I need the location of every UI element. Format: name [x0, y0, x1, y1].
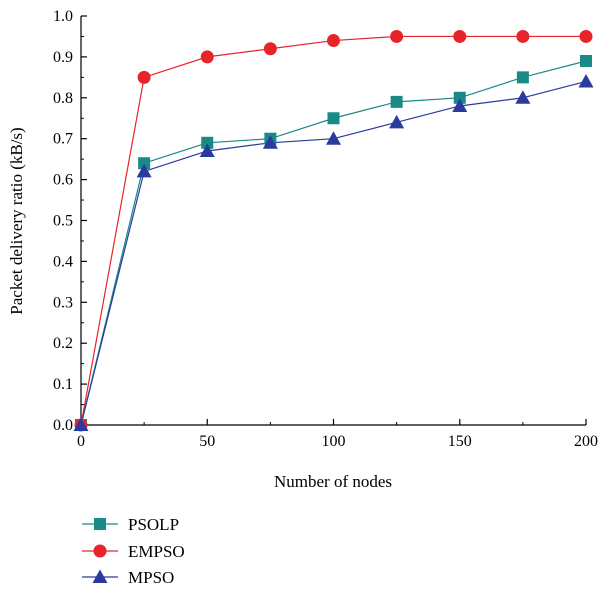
x-tick-label: 100 [322, 433, 346, 450]
data-point-psolp [390, 95, 403, 108]
y-tick-label: 0.7 [53, 131, 73, 148]
data-point-psolp [138, 157, 151, 170]
data-point-mpso [73, 417, 89, 431]
data-point-empso [453, 29, 467, 43]
data-point-psolp [580, 54, 592, 67]
data-point-mpso [389, 114, 405, 129]
data-point-mpso [515, 90, 531, 104]
y-tick-label: 0.8 [53, 90, 73, 107]
data-point-mpso [136, 163, 152, 178]
data-point-psolp [516, 71, 529, 84]
y-tick-label: 1.0 [53, 8, 73, 25]
x-tick-label: 50 [199, 433, 215, 450]
data-point-psolp [201, 136, 214, 149]
data-point-empso [200, 50, 214, 64]
y-tick-label: 0.0 [53, 417, 73, 434]
axes: 0.0 0.1 0.2 0.3 0.4 0.5 0.6 0.7 0.8 0.9 1.0 0 50 100 1… [53, 8, 598, 450]
x-tick-label: 200 [574, 433, 598, 450]
data-point-empso [390, 29, 404, 43]
x-tick-label: 150 [448, 433, 472, 450]
series-line-empso [80, 35, 586, 426]
legend: PSOLP EMPSO MPSO [82, 515, 185, 587]
data-point-psolp [453, 91, 466, 104]
data-point-mpso [452, 98, 468, 112]
legend-marker-mpso [92, 569, 108, 583]
y-tick-label: 0.9 [53, 49, 73, 66]
data-point-mpso [326, 131, 341, 145]
legend-label-psolp: PSOLP [128, 515, 179, 534]
data-point-mpso [199, 143, 215, 157]
x-tick-label: 0 [77, 433, 85, 450]
legend-marker-psolp [94, 518, 106, 530]
legend-label-empso: EMPSO [128, 542, 185, 561]
data-point-empso [516, 29, 530, 43]
legend-label-mpso: MPSO [128, 568, 174, 587]
data-point-psolp [327, 112, 340, 125]
data-point-mpso [262, 135, 278, 149]
y-tick-label: 0.4 [53, 253, 73, 270]
y-tick-label: 0.5 [53, 213, 73, 230]
series-lines [80, 35, 587, 426]
y-tick-label: 0.3 [53, 294, 73, 311]
y-tick-label: 0.1 [53, 376, 73, 393]
data-point-empso [137, 70, 151, 84]
series-markers [73, 29, 594, 432]
y-axis-title: Packet delivery ratio (kB/s) [7, 127, 26, 314]
y-tick-label: 0.6 [53, 172, 73, 189]
data-point-empso [263, 42, 277, 56]
data-point-mpso [578, 73, 594, 88]
legend-marker-empso [93, 544, 107, 558]
x-axis-title: Number of nodes [274, 472, 392, 491]
y-tick-label: 0.2 [53, 335, 73, 352]
data-point-empso [327, 34, 340, 48]
data-point-empso [579, 29, 593, 43]
